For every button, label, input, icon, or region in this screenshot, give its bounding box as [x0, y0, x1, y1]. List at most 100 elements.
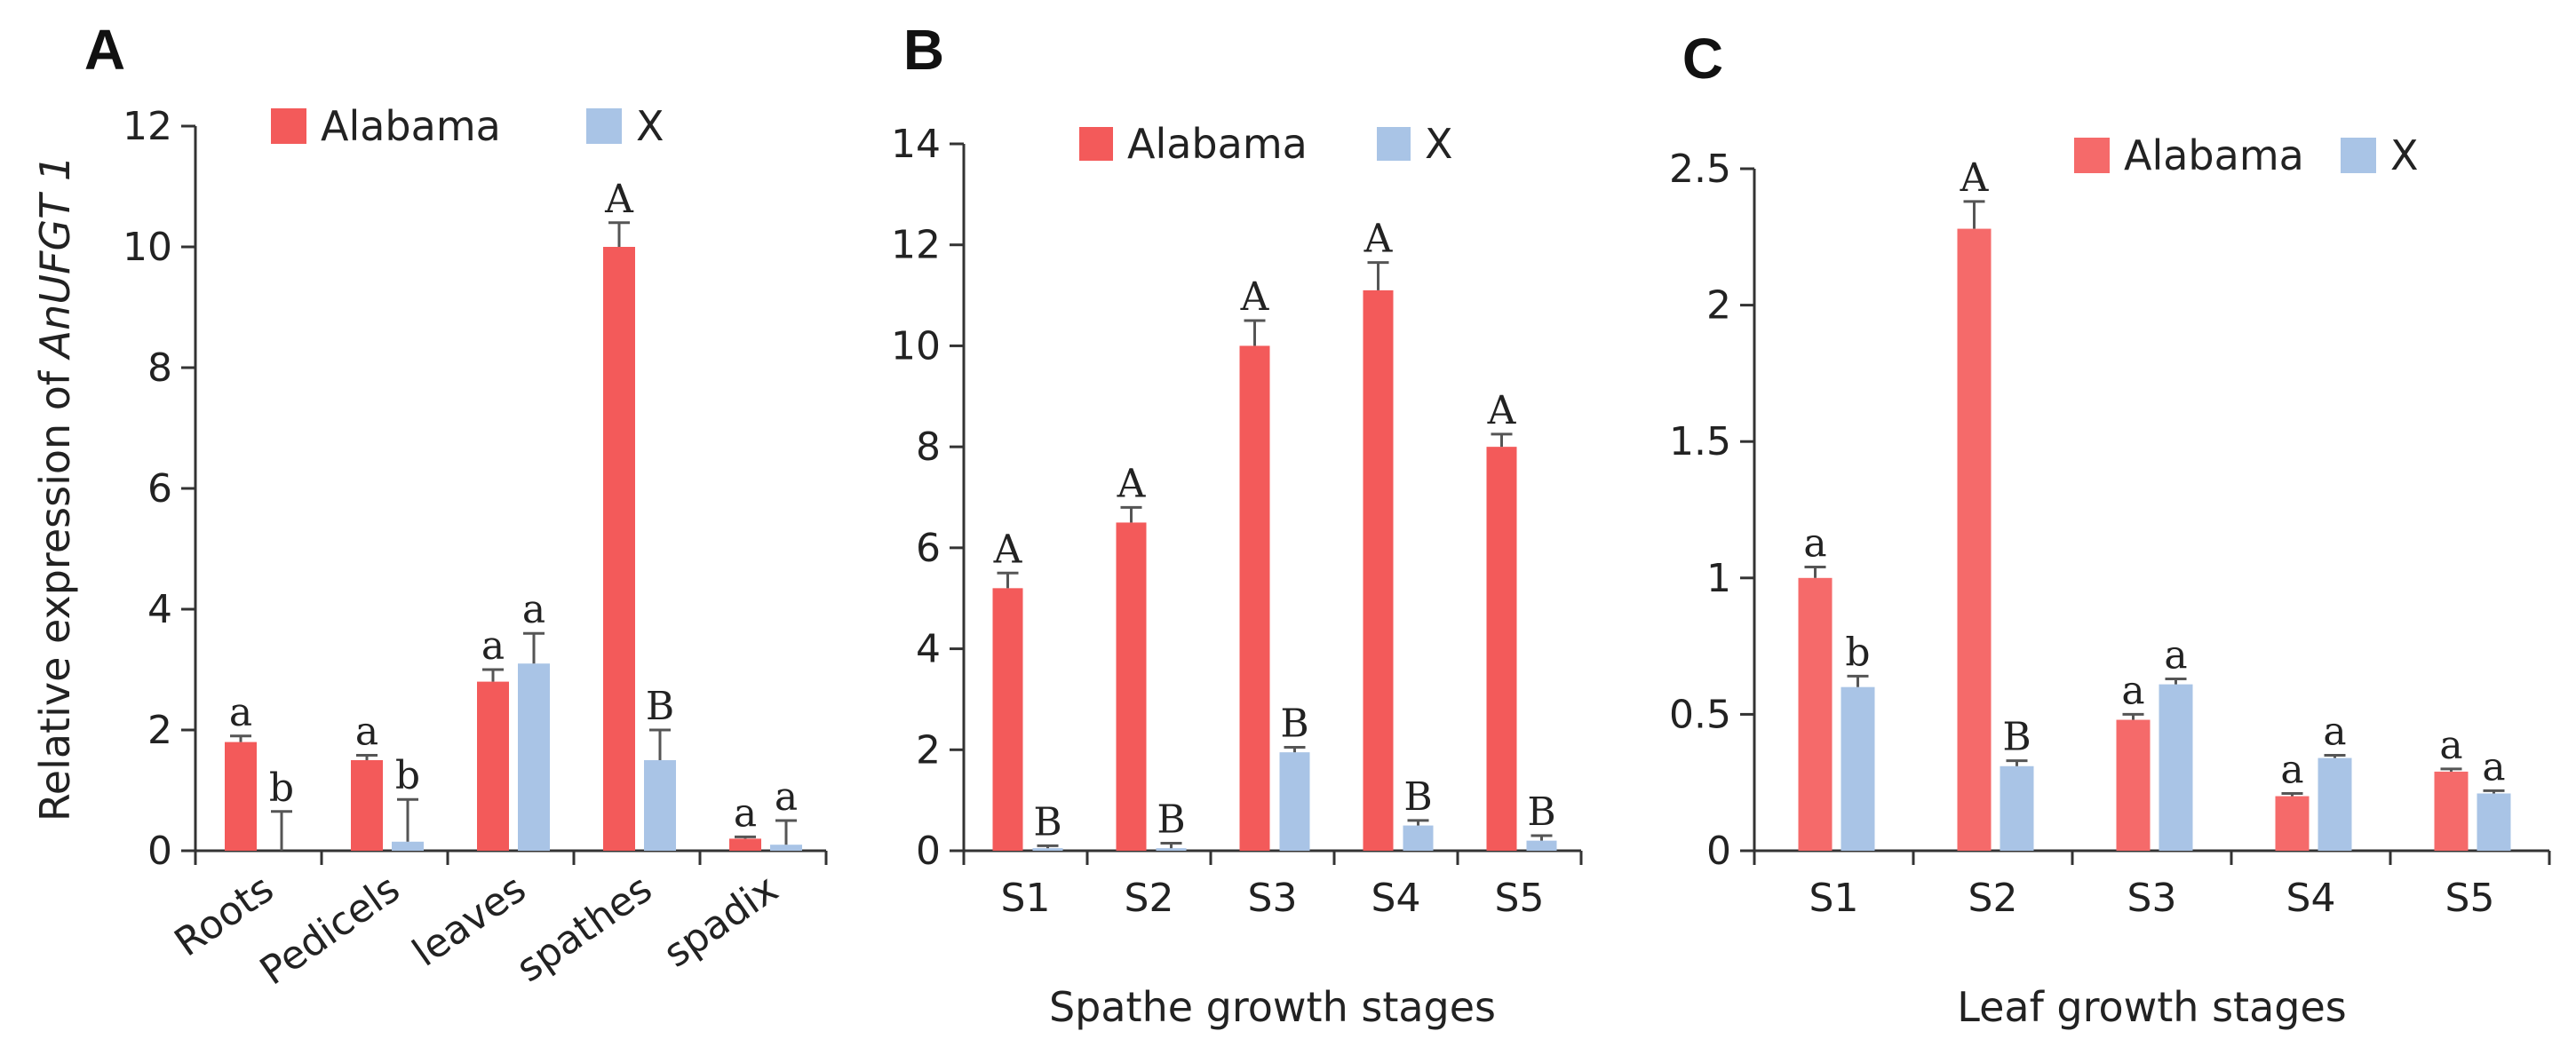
panel-a-ytick-label-1: 2 [147, 708, 172, 753]
panel-a-category-label-1: Pedicels [252, 866, 409, 994]
panel-a-ytick-label-2: 4 [147, 587, 172, 632]
panel-a-sig-label-alabama-0: a [229, 690, 252, 735]
panel-b-x-axis-title: Spathe growth stages [1049, 983, 1496, 1031]
panel-a-sig-label-alabama-1: a [355, 710, 378, 755]
panel-a-sig-label-alabama-3: A [604, 177, 634, 222]
panel-c-ytick-label-0: 0 [1706, 829, 1731, 874]
panel-c-bar-alabama-4 [2434, 771, 2469, 851]
panel-b-sig-label-alabama-1: A [1117, 461, 1147, 506]
panel-c-x-axis-title: Leaf growth stages [1957, 983, 2346, 1031]
panel-a-ytick-label-0: 0 [147, 829, 172, 874]
panel-a-category-label-4: spadix [656, 866, 786, 976]
panel-c-legend-swatch-alabama [2074, 138, 2110, 173]
panel-c-ytick-label-5: 2.5 [1669, 147, 1731, 192]
panel-c-sig-label-alabama-2: a [2121, 668, 2144, 713]
panel-b-ytick-label-7: 14 [891, 122, 941, 167]
panel-a-sig-label-x-4: a [775, 774, 798, 820]
panel-c-sig-label-alabama-4: a [2439, 723, 2462, 768]
panel-a-bar-alabama-3 [603, 247, 635, 851]
panel-a-bar-alabama-2 [477, 681, 509, 851]
panel-b-category-label-3: S4 [1371, 876, 1421, 921]
panel-a-letter: A [84, 18, 125, 82]
panel-c-category-label-3: S4 [2286, 876, 2336, 921]
panel-c-bar-x-0 [1841, 686, 1875, 851]
panel-b-bar-x-4 [1526, 840, 1557, 851]
panel-c-ytick-label-1: 0.5 [1669, 692, 1731, 737]
panel-c-ytick-label-3: 1.5 [1669, 419, 1731, 464]
panel-c-category-label-0: S1 [1809, 876, 1859, 921]
panel-a-ytick-label-5: 10 [123, 225, 172, 270]
panel-b-legend-label-alabama: Alabama [1127, 120, 1308, 168]
panel-a-legend-swatch-x [586, 108, 622, 144]
panel-b-bar-x-0 [1032, 848, 1063, 851]
panel-c-sig-label-x-1: B [2002, 715, 2031, 760]
panel-a-legend-swatch-alabama [271, 108, 306, 144]
panel-c-sig-label-alabama-1: A [1960, 155, 1990, 201]
panel-a-ytick-label-6: 12 [123, 104, 172, 149]
panel-b-bar-alabama-4 [1486, 447, 1517, 851]
panel-a-bar-alabama-0 [225, 742, 257, 851]
panel-c-category-label-2: S3 [2127, 876, 2177, 921]
panel-c-bar-alabama-1 [1957, 228, 1992, 852]
panel-a-sig-label-alabama-4: a [734, 790, 757, 836]
panel-b-bar-x-3 [1403, 825, 1434, 851]
panel-c-bar-alabama-0 [1798, 577, 1833, 851]
panel-c-ytick-label-4: 2 [1706, 283, 1731, 329]
panel-b-legend-swatch-alabama [1079, 127, 1113, 161]
panel-b-letter: B [903, 18, 944, 82]
panel-b-sig-label-alabama-4: A [1487, 388, 1517, 433]
panel-a-ytick-label-4: 8 [147, 345, 172, 391]
panel-a-bar-x-1 [392, 841, 424, 851]
panel-a-bar-x-2 [518, 663, 550, 851]
panel-a-bar-alabama-1 [351, 760, 383, 851]
panel-a-category-label-3: spathes [508, 866, 660, 991]
panel-b-category-label-4: S5 [1495, 876, 1545, 921]
panel-a-legend-label-x: X [636, 102, 664, 150]
panel-b-category-label-0: S1 [1001, 876, 1051, 921]
panel-a-bar-alabama-4 [729, 838, 761, 851]
panel-c-bar-alabama-3 [2275, 796, 2310, 851]
panel-c-sig-label-alabama-3: a [2280, 747, 2303, 792]
panel-b-sig-label-x-3: B [1403, 774, 1432, 820]
panel-a-sig-label-x-2: a [522, 587, 545, 632]
panel-c-letter: C [1682, 27, 1723, 91]
panel-b-bar-alabama-3 [1363, 290, 1394, 851]
panel-b-legend-label-x: X [1425, 120, 1453, 168]
panel-b-sig-label-alabama-2: A [1240, 274, 1270, 320]
panel-b-ytick-label-6: 12 [891, 223, 941, 268]
panel-a-y-axis-title: Relative expression of AnUFGT 1 [31, 155, 79, 821]
panel-b-category-label-1: S2 [1125, 876, 1174, 921]
panel-b-bar-x-2 [1279, 752, 1310, 851]
panel-c-bar-x-1 [2000, 765, 2034, 851]
panel-b-ytick-label-4: 8 [916, 424, 941, 470]
panel-a-sig-label-x-0: b [269, 765, 294, 811]
panel-b-sig-label-alabama-0: A [993, 527, 1023, 572]
panel-a-y-axis-title-gene: AnUFGT 1 [31, 155, 79, 361]
panel-c-category-label-4: S5 [2445, 876, 2495, 921]
panel-a-sig-label-alabama-2: a [481, 623, 505, 669]
panel-c-category-label-1: S2 [1968, 876, 2018, 921]
panel-c-sig-label-x-4: a [2482, 744, 2505, 789]
panel-c-sig-label-x-0: b [1845, 630, 1870, 675]
panel-a-y-axis-title-prefix: Relative expression of [31, 358, 79, 821]
panel-c-sig-label-alabama-0: a [1803, 521, 1826, 567]
panel-b-sig-label-alabama-3: A [1364, 217, 1394, 262]
panel-b-sig-label-x-0: B [1033, 799, 1061, 845]
panel-c-legend-label-x: X [2390, 131, 2419, 179]
panel-b-ytick-label-3: 6 [916, 526, 941, 571]
panel-a-bar-x-4 [770, 845, 802, 851]
panel-b-ytick-label-0: 0 [916, 829, 941, 874]
panel-c-legend-swatch-x [2341, 138, 2376, 173]
panel-a-bar-x-3 [644, 760, 676, 851]
panel-a-ytick-label-3: 6 [147, 466, 172, 512]
panel-b-category-label-2: S3 [1248, 876, 1298, 921]
panel-c-bar-x-2 [2159, 684, 2193, 851]
panel-b-legend-swatch-x [1377, 127, 1411, 161]
panel-c-bar-x-4 [2477, 793, 2511, 851]
panel-c-legend-label-alabama: Alabama [2124, 131, 2304, 179]
panel-c-bar-x-3 [2318, 757, 2352, 851]
panel-b-sig-label-x-2: B [1280, 701, 1308, 746]
panel-c-sig-label-x-3: a [2323, 709, 2346, 754]
panel-c-sig-label-x-2: a [2164, 632, 2187, 678]
